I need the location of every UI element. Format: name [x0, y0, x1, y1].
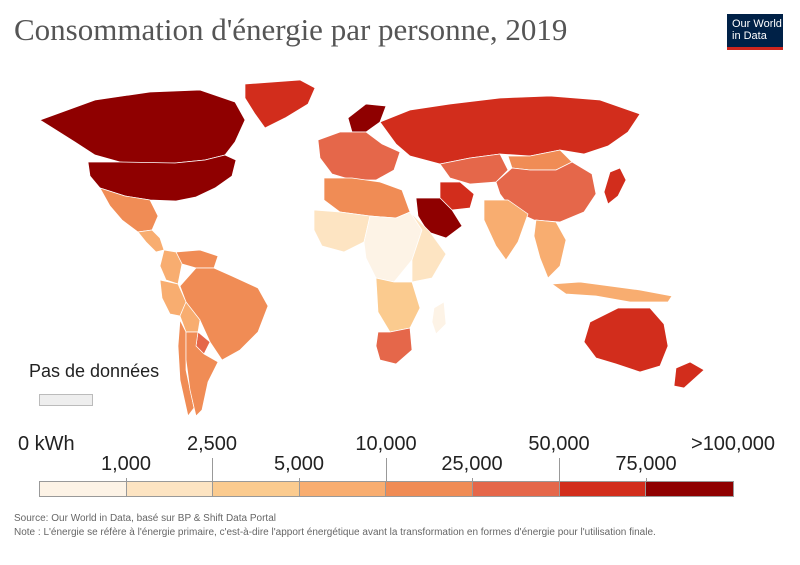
region-west-africa — [313, 209, 371, 253]
region-australia — [583, 307, 669, 373]
region-canada — [39, 89, 246, 166]
no-data-swatch — [39, 394, 93, 406]
legend-label-6: 50,000 — [528, 433, 590, 455]
legend-label-5: 25,000 — [441, 453, 503, 475]
legend-swatch-0[interactable] — [40, 482, 127, 496]
legend-label-1: 1,000 — [100, 453, 152, 475]
legend-swatch-4[interactable] — [386, 482, 473, 496]
region-indonesia — [551, 281, 673, 303]
region-saudi-arabia — [415, 197, 463, 239]
no-data-label: Pas de données — [29, 361, 160, 381]
region-southern-africa — [375, 277, 421, 333]
region-south-africa — [375, 327, 413, 365]
region-kazakhstan — [439, 153, 509, 185]
legend-swatch-1[interactable] — [126, 482, 214, 496]
legend-label-3: 5,000 — [273, 453, 325, 475]
region-western-europe — [317, 131, 401, 181]
region-central-america — [137, 229, 165, 253]
region-new-zealand — [673, 361, 705, 389]
region-venezuela — [175, 249, 219, 269]
legend-swatch-6[interactable] — [559, 482, 647, 496]
region-east-africa — [409, 211, 447, 283]
logo-line-1: Our World — [732, 18, 782, 30]
legend-label-max: >100,000 — [691, 433, 775, 455]
legend-swatch-5[interactable] — [472, 482, 560, 496]
legend-tick — [472, 478, 473, 482]
legend-tick — [212, 458, 213, 482]
legend-label-0: 0 kWh — [18, 433, 75, 455]
legend-tick — [386, 458, 387, 482]
owid-logo[interactable]: Our World in Data — [727, 14, 783, 50]
region-southeast-asia — [533, 219, 567, 279]
region-norway — [347, 103, 387, 133]
legend-label-2: 2,500 — [186, 433, 238, 455]
legend-swatch-7[interactable] — [646, 482, 733, 496]
region-central-africa — [363, 211, 423, 283]
chart-title: Consommation d'énergie par personne, 201… — [14, 12, 568, 47]
source-text: Source: Our World in Data, basé sur BP &… — [14, 513, 276, 524]
region-russia — [379, 95, 641, 165]
legend-label-7: 75,000 — [615, 453, 677, 475]
legend-tick — [646, 478, 647, 482]
logo-line-2: in Data — [732, 30, 767, 42]
region-india — [483, 199, 529, 261]
legend-label-4: 10,000 — [355, 433, 417, 455]
region-greenland — [244, 79, 316, 129]
legend-tick — [126, 478, 127, 482]
legend-swatch-2[interactable] — [213, 482, 300, 496]
region-madagascar — [431, 301, 447, 335]
note-text: Note : L'énergie se réfère à l'énergie p… — [14, 527, 656, 538]
region-argentina — [185, 331, 219, 417]
legend-swatch-3[interactable] — [299, 482, 387, 496]
world-map — [39, 79, 705, 417]
region-japan — [603, 167, 627, 205]
legend-tick — [559, 458, 560, 482]
legend-tick — [299, 478, 300, 482]
legend-color-bar — [39, 481, 734, 497]
